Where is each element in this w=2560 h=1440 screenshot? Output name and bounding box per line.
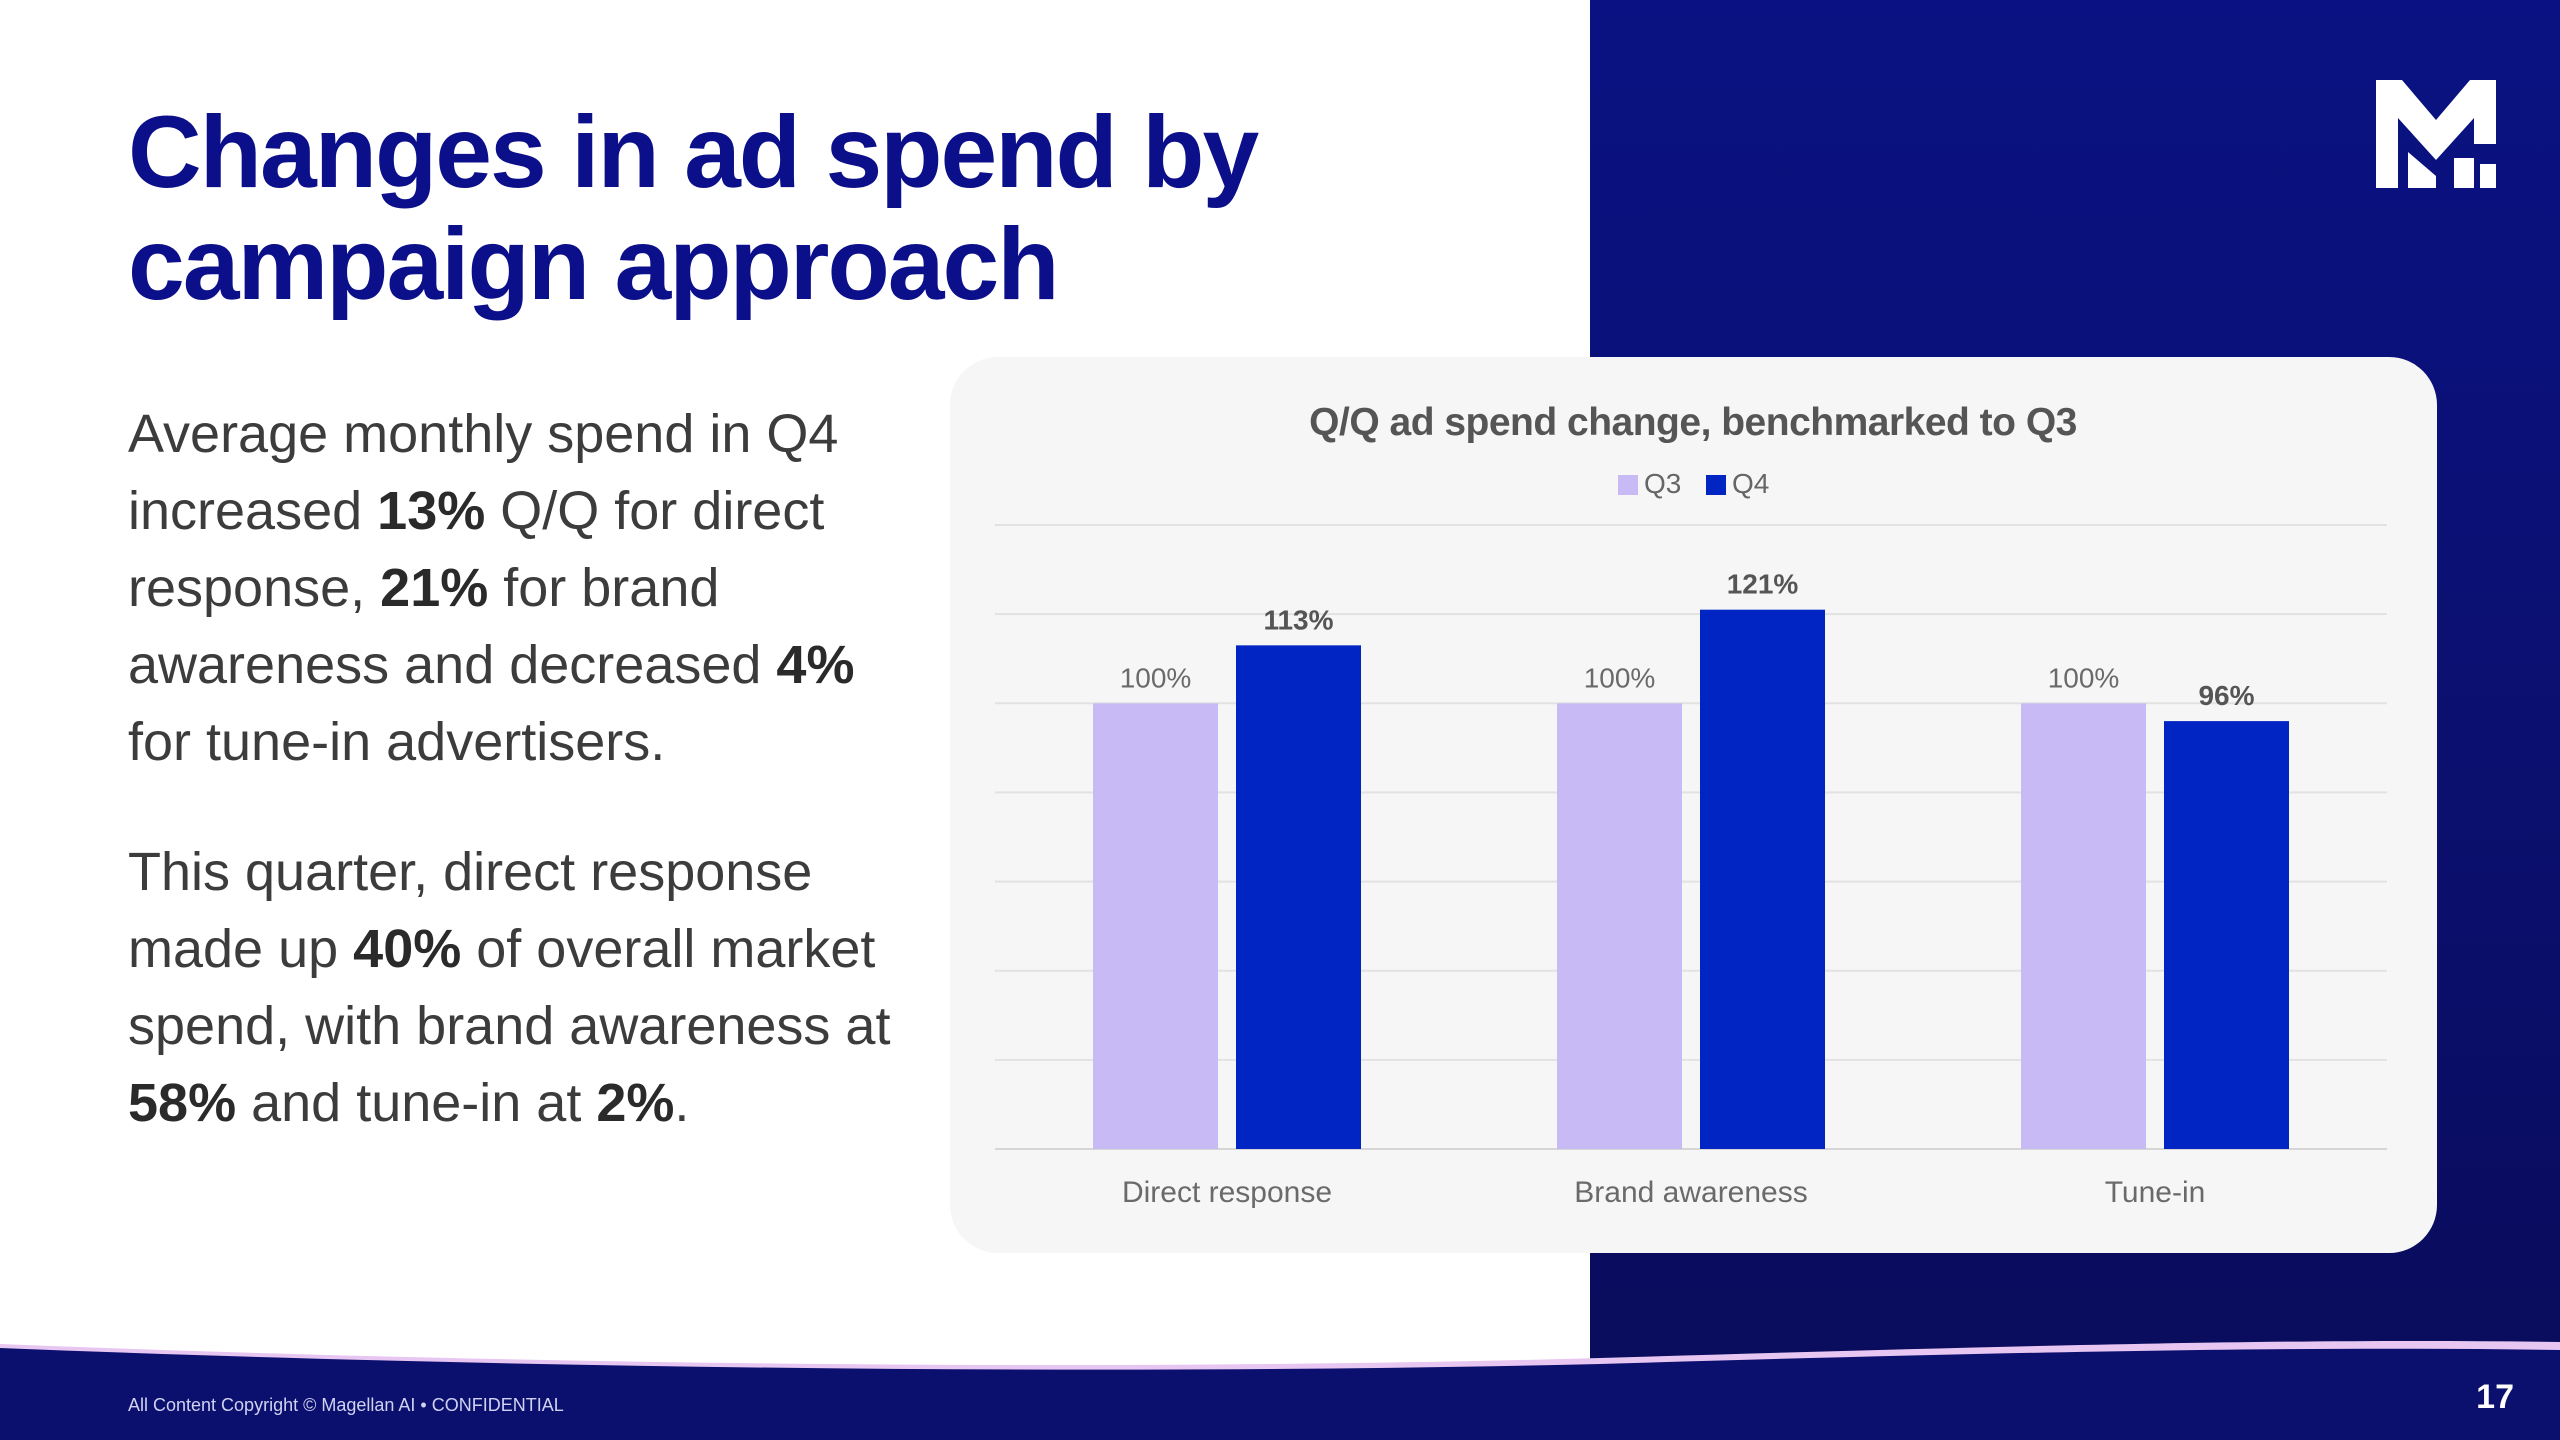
copyright-footer: All Content Copyright © Magellan AI • CO…: [128, 1395, 564, 1415]
data-label-q4-2: 96%: [2198, 680, 2254, 711]
bar-q4-1: [1700, 609, 1825, 1149]
p1-stat-brand: 21%: [380, 558, 489, 618]
p2-text-2: of overall market spend, with brand awar…: [128, 919, 891, 1056]
chart-bars: [1093, 609, 2289, 1149]
p1-stat-tunein: 4%: [776, 635, 855, 695]
chart-card: Q/Q ad spend change, benchmarked to Q3 Q…: [950, 357, 2437, 1253]
title-line-1: Changes in ad spend by: [128, 95, 1259, 209]
x-tick-label-0: Direct response: [1122, 1176, 1332, 1209]
x-tick-label-1: Brand awareness: [1574, 1176, 1807, 1209]
bar-q3-2: [2021, 703, 2146, 1149]
data-label-q4-0: 113%: [1263, 604, 1333, 635]
p2-stat-direct: 40%: [353, 919, 462, 979]
chart-x-axis-labels: Direct response Brand awareness Tune-in: [1122, 1176, 2205, 1209]
summary-paragraph-2: This quarter, direct response made up 40…: [128, 834, 928, 1142]
p2-text-1: This quarter, direct response made up: [128, 842, 813, 979]
p2-text-4: .: [674, 1073, 690, 1133]
p1-text-3: for brand awareness and decreased: [128, 558, 777, 695]
legend-label-q3: Q3: [1644, 468, 1681, 499]
bar-q3-1: [1557, 703, 1682, 1149]
p2-text-3: and tune-in at: [236, 1073, 597, 1133]
footer-wave: [0, 1340, 2560, 1440]
bar-q3-0: [1093, 703, 1218, 1149]
chart-data-labels: 100% 113% 100% 121% 100% 96%: [1120, 569, 2255, 711]
p1-text-2: Q/Q for direct response,: [128, 481, 825, 618]
legend-swatch-q3: [1618, 475, 1638, 495]
data-label-q3-0: 100%: [1120, 662, 1192, 693]
chart-gridlines: [995, 524, 2387, 1150]
legend-label-q4: Q4: [1732, 468, 1769, 499]
data-label-q3-2: 100%: [2048, 662, 2120, 693]
bar-q4-2: [2164, 721, 2289, 1149]
bar-chart: Q/Q ad spend change, benchmarked to Q3 Q…: [995, 401, 2387, 1209]
p1-text-1: Average monthly spend in Q4 increased: [128, 404, 839, 541]
page-number: 17: [2476, 1378, 2514, 1416]
legend-swatch-q4: [1706, 475, 1726, 495]
p1-stat-direct: 13%: [377, 481, 486, 541]
title-line-2: campaign approach: [128, 207, 1060, 321]
data-label-q4-1: 121%: [1727, 569, 1799, 600]
p1-text-4: for tune-in advertisers.: [128, 712, 666, 772]
page-title: Changes in ad spend by campaign approach: [128, 96, 1368, 320]
p2-stat-tunein: 2%: [596, 1073, 675, 1133]
summary-paragraph-1: Average monthly spend in Q4 increased 13…: [128, 396, 928, 781]
p2-stat-brand: 58%: [128, 1073, 237, 1133]
bar-q4-0: [1236, 645, 1361, 1149]
data-label-q3-1: 100%: [1584, 662, 1656, 693]
chart-title: Q/Q ad spend change, benchmarked to Q3: [1309, 401, 2077, 444]
x-tick-label-2: Tune-in: [2105, 1176, 2206, 1209]
magellan-logo-icon: [2376, 80, 2496, 188]
chart-legend: Q3 Q4: [1618, 468, 1769, 499]
